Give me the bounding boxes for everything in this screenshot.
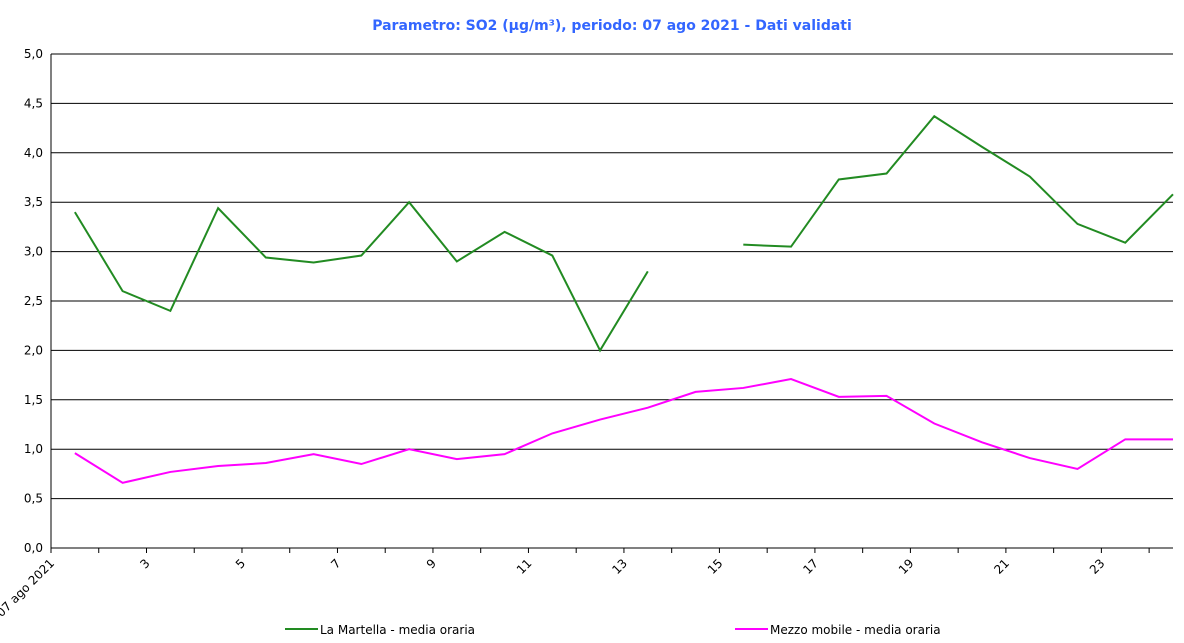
y-tick-label: 2,0 <box>24 343 43 357</box>
data-line <box>74 378 1173 484</box>
x-tick-label: 9 <box>424 556 439 571</box>
y-tick-label: 1,0 <box>24 442 43 456</box>
y-tick-label: 5,0 <box>24 47 43 61</box>
y-tick-label: 3,5 <box>24 195 43 209</box>
y-tick-label: 3,0 <box>24 245 43 259</box>
y-tick-label: 4,5 <box>24 96 43 110</box>
chart-title: Parametro: SO2 (µg/m³), periodo: 07 ago … <box>372 18 852 34</box>
y-tick-label: 2,5 <box>24 294 43 308</box>
x-tick-label: 13 <box>609 556 630 577</box>
y-tick-label: 0,0 <box>24 541 43 555</box>
x-tick-label: 19 <box>896 556 917 577</box>
x-tick-label: 11 <box>514 556 535 577</box>
x-tick-label: 07 ago 2021 <box>0 556 57 619</box>
x-tick-label: 23 <box>1087 556 1108 577</box>
y-tick-label: 1,5 <box>24 393 43 407</box>
legend-label: Mezzo mobile - media oraria <box>770 623 941 637</box>
x-tick-label: 5 <box>233 556 248 571</box>
legend-label: La Martella - media oraria <box>320 623 475 637</box>
data-line <box>74 114 1174 353</box>
x-tick-label: 21 <box>991 556 1012 577</box>
y-tick-label: 0,5 <box>24 492 43 506</box>
y-tick-label: 4,0 <box>24 146 43 160</box>
x-tick-label: 15 <box>705 556 726 577</box>
x-tick-label: 7 <box>328 556 343 571</box>
x-tick-label: 17 <box>800 556 821 577</box>
x-tick-label: 3 <box>137 556 152 571</box>
